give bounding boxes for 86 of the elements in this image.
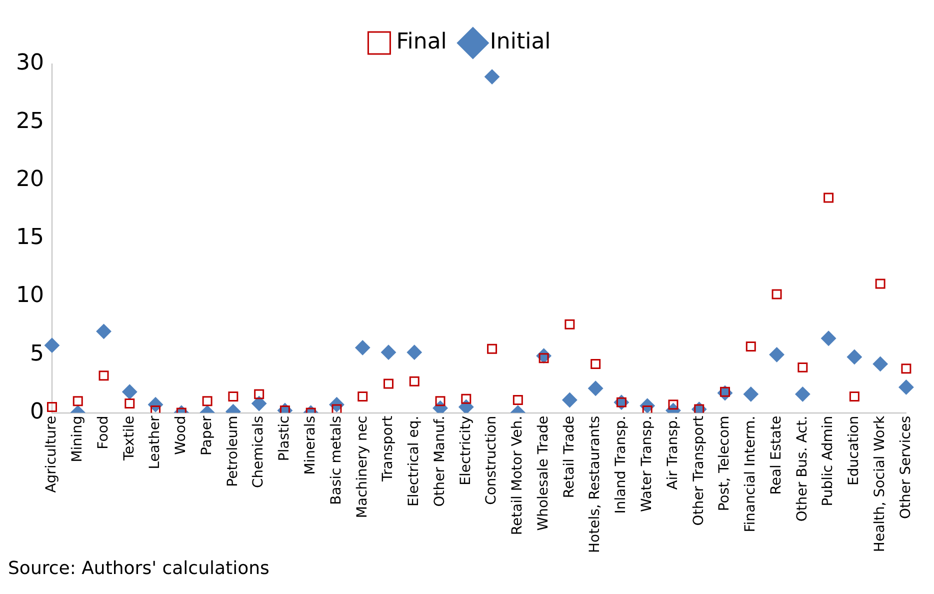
point <box>846 349 862 364</box>
point <box>384 378 394 389</box>
y-tick-label: 10 <box>16 283 44 308</box>
x-tick-label: Paper <box>198 416 215 456</box>
x-tick-label: Petroleum <box>224 416 241 487</box>
x-tick-label: Other Services <box>898 416 914 520</box>
x-tick-label: Other Transport <box>690 415 707 526</box>
point <box>824 192 834 203</box>
point <box>588 380 604 396</box>
point <box>875 278 886 289</box>
point <box>381 344 396 360</box>
x-tick-label: Education <box>846 416 862 486</box>
x-tick-label: Construction <box>484 416 500 505</box>
point <box>484 69 500 84</box>
x-tick-label: Food <box>95 416 112 450</box>
point <box>44 338 60 353</box>
x-tick-label: Electrical eq. <box>406 416 422 507</box>
point <box>795 386 810 402</box>
legend-label: Initial <box>490 30 551 55</box>
x-tick-label: Public Admin <box>820 416 836 506</box>
x-tick-label: Retail Motor Veh. <box>510 416 526 536</box>
point <box>821 330 836 346</box>
point <box>562 392 578 408</box>
point <box>461 394 472 404</box>
y-tick-label: 25 <box>16 108 44 134</box>
point <box>743 386 758 402</box>
x-tick-label: Air Transp. <box>664 416 681 490</box>
y-tick-label: 15 <box>16 225 44 250</box>
point <box>280 405 290 413</box>
point <box>252 396 267 411</box>
x-tick-label: Other Bus. Act. <box>794 416 810 522</box>
x-tick-label: Machinery nec <box>354 416 370 518</box>
y-tick-label: 30 <box>16 50 44 76</box>
point <box>772 289 782 300</box>
point <box>769 347 784 362</box>
x-tick-label: Inland Transp. <box>613 416 630 514</box>
x-tick-label: Minerals <box>302 416 318 475</box>
x-tick-label: Basic metals <box>328 416 344 505</box>
point <box>746 342 756 352</box>
point <box>668 400 678 410</box>
x-tick-label: Leather <box>147 416 164 470</box>
x-tick-label: Electricity <box>458 416 474 486</box>
point <box>72 396 83 406</box>
x-tick-label: Retail Trade <box>561 416 578 498</box>
point <box>409 376 420 386</box>
point <box>590 358 601 369</box>
y-tick-label: 20 <box>16 166 44 192</box>
legend-label: Final <box>396 30 447 55</box>
y-tick-label: 0 <box>30 400 44 424</box>
source-note: Source: Authors' calculations <box>8 558 270 580</box>
point <box>228 392 238 402</box>
point <box>47 402 57 412</box>
point <box>872 356 888 372</box>
point <box>898 380 914 395</box>
x-tick-label: Financial Interm. <box>742 416 759 532</box>
point <box>487 344 498 354</box>
x-tick-label: Transport <box>380 415 396 482</box>
y-tick-label: 5 <box>30 341 44 366</box>
x-tick-label: Wholesale Trade <box>535 416 552 531</box>
point <box>798 362 808 372</box>
x-tick-label: Plastic <box>276 416 293 462</box>
point <box>406 344 422 360</box>
point <box>358 392 368 402</box>
x-tick-label: Real Estate <box>768 416 784 495</box>
x-tick-label: Hotels, Restaurants <box>587 416 604 553</box>
point <box>458 399 474 413</box>
point <box>512 395 523 405</box>
point <box>564 319 575 330</box>
x-tick-label: Wood <box>173 416 190 455</box>
x-tick-label: Agriculture <box>44 416 60 493</box>
x-tick-label: Water Transp. <box>638 416 655 512</box>
point <box>901 364 912 374</box>
point <box>202 396 212 406</box>
point <box>98 370 109 381</box>
x-tick-label: Chemicals <box>250 416 267 488</box>
point <box>124 398 135 408</box>
point <box>96 324 112 339</box>
x-tick-label: Mining <box>70 416 86 462</box>
x-tick-label: Health, Social Work <box>872 414 888 552</box>
x-tick-label: Textile <box>121 416 138 462</box>
x-tick-label: Post, Telecom <box>716 416 733 512</box>
point <box>254 389 264 400</box>
point <box>849 392 860 402</box>
point <box>355 340 370 356</box>
point <box>122 384 138 400</box>
x-tick-label: Other Manuf. <box>432 416 448 507</box>
